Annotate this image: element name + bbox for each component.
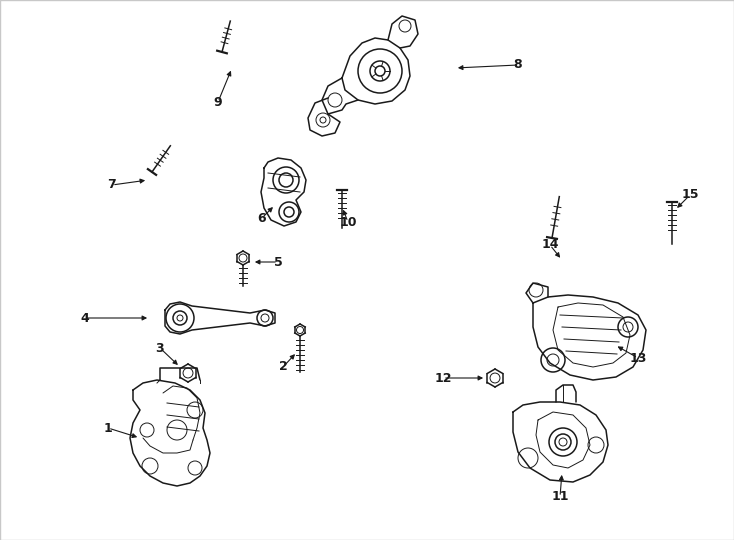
Text: 3: 3 <box>156 341 164 354</box>
Text: 9: 9 <box>214 96 222 109</box>
Text: 1: 1 <box>103 422 112 435</box>
Text: 15: 15 <box>681 188 699 201</box>
Text: 5: 5 <box>274 255 283 268</box>
Text: 10: 10 <box>339 215 357 228</box>
Text: 6: 6 <box>258 212 266 225</box>
Text: 13: 13 <box>629 352 647 365</box>
Text: 2: 2 <box>279 361 288 374</box>
Text: 4: 4 <box>81 312 90 325</box>
Text: 7: 7 <box>108 179 117 192</box>
Text: 8: 8 <box>514 58 523 71</box>
Text: 14: 14 <box>541 239 559 252</box>
Text: 11: 11 <box>551 490 569 503</box>
Text: 12: 12 <box>435 372 451 384</box>
